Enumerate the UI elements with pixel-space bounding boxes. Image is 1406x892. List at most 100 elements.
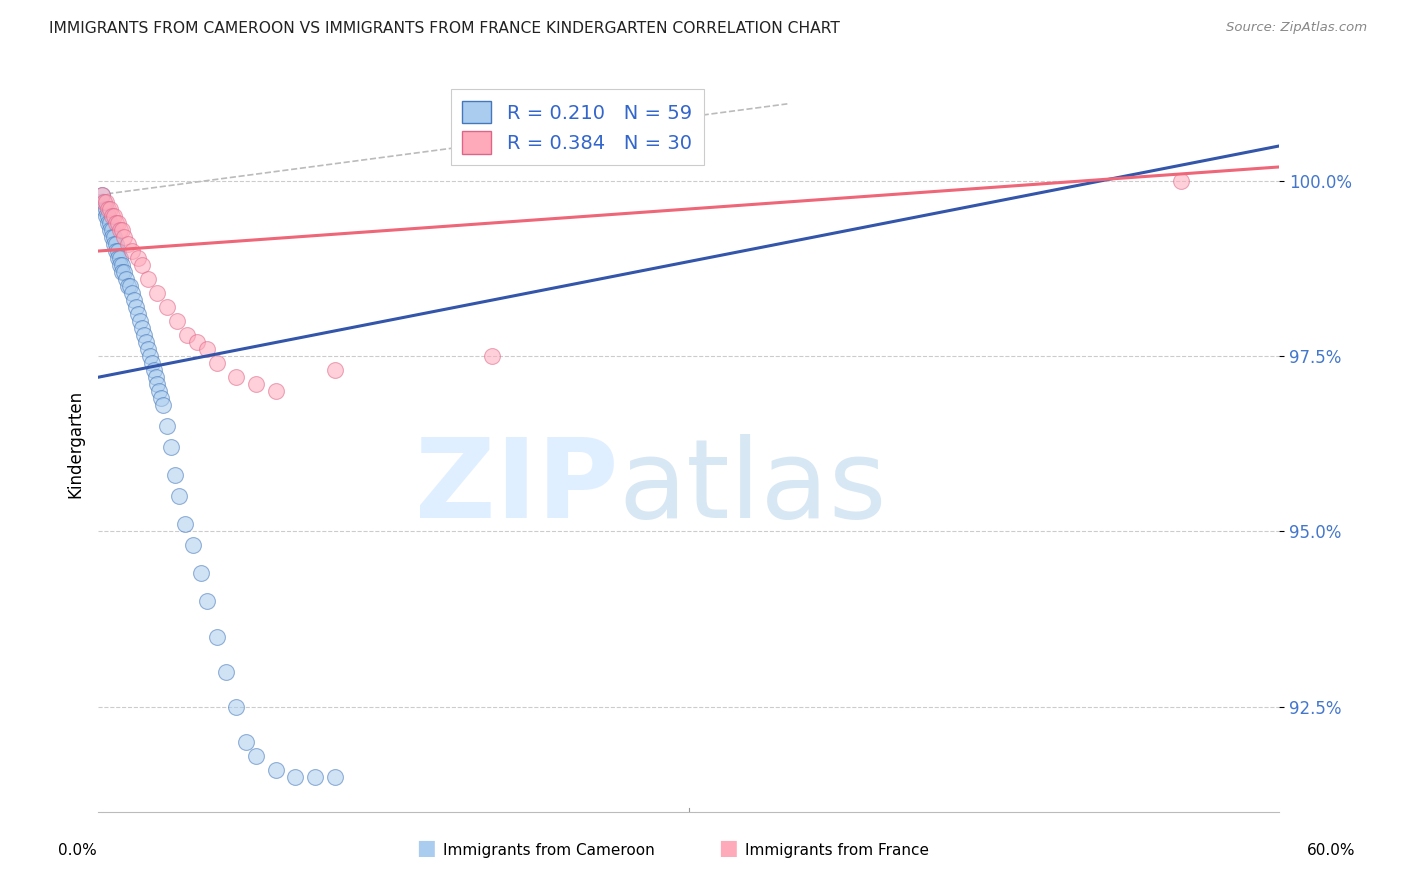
Point: [152, 398, 174, 412]
Point: [117, 237, 139, 252]
Point: [181, 538, 204, 552]
Point: [176, 328, 198, 343]
Point: [108, 223, 131, 237]
Point: [111, 265, 134, 279]
Point: [97, 202, 120, 216]
Point: [264, 763, 287, 777]
Point: [107, 216, 129, 230]
Point: [160, 440, 183, 454]
Point: [111, 223, 134, 237]
Point: [186, 335, 208, 350]
Point: [131, 321, 153, 335]
Point: [108, 258, 131, 272]
Text: Source: ZipAtlas.com: Source: ZipAtlas.com: [1226, 21, 1367, 34]
Point: [112, 230, 135, 244]
Point: [284, 770, 307, 784]
Point: [121, 244, 143, 258]
Point: [141, 356, 163, 370]
Point: [148, 384, 170, 399]
Point: [225, 699, 247, 714]
Text: Immigrants from France: Immigrants from France: [745, 843, 929, 858]
Point: [105, 237, 128, 252]
Point: [166, 314, 188, 328]
Point: [91, 188, 114, 202]
Point: [118, 279, 141, 293]
Point: [135, 335, 157, 350]
Point: [101, 209, 124, 223]
Y-axis label: Kindergarten: Kindergarten: [66, 390, 84, 498]
Point: [1170, 174, 1192, 188]
Point: [150, 391, 173, 405]
Point: [156, 300, 179, 314]
Point: [138, 349, 160, 363]
Point: [107, 244, 129, 258]
Point: [245, 748, 267, 763]
Point: [93, 202, 115, 216]
Point: [103, 230, 125, 244]
Point: [136, 342, 159, 356]
Point: [108, 251, 131, 265]
Text: IMMIGRANTS FROM CAMEROON VS IMMIGRANTS FROM FRANCE KINDERGARTEN CORRELATION CHAR: IMMIGRANTS FROM CAMEROON VS IMMIGRANTS F…: [49, 21, 841, 36]
Point: [195, 342, 218, 356]
Point: [323, 770, 346, 784]
Point: [103, 237, 125, 252]
Point: [121, 286, 143, 301]
Text: ■: ■: [416, 838, 436, 858]
Point: [97, 209, 120, 223]
Point: [98, 202, 121, 216]
Legend: R = 0.210   N = 59, R = 0.384   N = 30: R = 0.210 N = 59, R = 0.384 N = 30: [451, 89, 704, 165]
Point: [128, 314, 150, 328]
Point: [167, 489, 190, 503]
Point: [97, 216, 120, 230]
Point: [215, 665, 238, 679]
Point: [195, 594, 218, 608]
Point: [145, 370, 167, 384]
Point: [96, 194, 118, 209]
Point: [101, 230, 124, 244]
Text: 60.0%: 60.0%: [1308, 843, 1355, 858]
Point: [105, 216, 128, 230]
Point: [101, 223, 124, 237]
Point: [98, 223, 121, 237]
Point: [96, 202, 118, 216]
Point: [136, 272, 159, 286]
Point: [323, 363, 346, 377]
Point: [127, 307, 149, 321]
Point: [205, 356, 228, 370]
Point: [146, 286, 169, 301]
Text: ZIP: ZIP: [415, 434, 619, 541]
Point: [111, 258, 134, 272]
Point: [156, 419, 179, 434]
Point: [91, 188, 114, 202]
Point: [304, 770, 326, 784]
Point: [132, 328, 155, 343]
Point: [98, 216, 121, 230]
Point: [245, 377, 267, 392]
Point: [125, 300, 148, 314]
Point: [131, 258, 153, 272]
Text: Immigrants from Cameroon: Immigrants from Cameroon: [443, 843, 655, 858]
Point: [105, 244, 128, 258]
Point: [127, 251, 149, 265]
Point: [93, 194, 115, 209]
Point: [165, 468, 187, 483]
Text: atlas: atlas: [619, 434, 887, 541]
Point: [481, 349, 503, 363]
Point: [174, 517, 197, 532]
Point: [122, 293, 145, 307]
Point: [264, 384, 287, 399]
Point: [93, 194, 115, 209]
Point: [190, 566, 212, 581]
Point: [142, 363, 165, 377]
Text: ■: ■: [718, 838, 738, 858]
Point: [103, 209, 125, 223]
Point: [117, 279, 139, 293]
Point: [146, 377, 169, 392]
Point: [115, 272, 138, 286]
Point: [96, 209, 118, 223]
Text: 0.0%: 0.0%: [58, 843, 97, 858]
Point: [225, 370, 247, 384]
Point: [205, 630, 228, 644]
Point: [112, 265, 135, 279]
Point: [107, 251, 129, 265]
